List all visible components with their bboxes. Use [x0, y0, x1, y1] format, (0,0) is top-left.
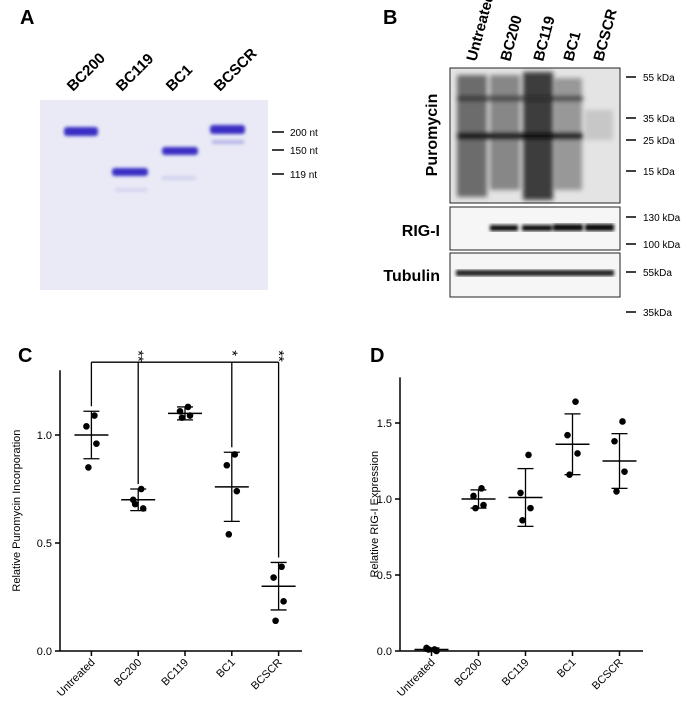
x-tick-label: BCSCR — [249, 657, 285, 693]
marker-label: 55kDa — [643, 268, 672, 279]
panel-letter: D — [370, 345, 384, 367]
panel-letter: B — [383, 7, 397, 29]
lane-label: BC200 — [64, 50, 109, 95]
marker-label: 25 kDa — [643, 136, 675, 147]
y-tick-label: 1.0 — [377, 494, 392, 506]
panel-letter: A — [20, 7, 34, 29]
data-point — [137, 485, 145, 493]
data-point — [611, 437, 618, 445]
marker-label: 35 kDa — [643, 114, 675, 125]
data-point — [270, 574, 277, 581]
significance-label: ** — [270, 350, 287, 362]
lane-label: BC1 — [560, 30, 584, 63]
blot-signal — [457, 72, 613, 200]
marker-label: 150 nt — [290, 146, 318, 157]
marker-label: 200 nt — [290, 128, 318, 139]
data-point — [478, 485, 485, 492]
data-point — [613, 488, 620, 495]
marker-label: 35kDa — [643, 308, 672, 319]
y-tick-label: 0.0 — [377, 646, 392, 658]
data-point — [519, 516, 526, 524]
x-tick-label: BCSCR — [590, 657, 626, 693]
data-point — [178, 414, 186, 422]
y-axis-label: Relative Puromycin Incorporation — [11, 430, 23, 592]
x-tick-label: BC119 — [159, 657, 191, 689]
data-point — [527, 504, 534, 512]
lane-label: BC119 — [530, 14, 558, 63]
blot-signal — [456, 270, 614, 276]
lane-label: Untreated — [463, 0, 498, 63]
data-point — [272, 617, 279, 625]
panel-letter: C — [18, 345, 32, 367]
blot-label: Puromycin — [424, 94, 441, 177]
data-point — [184, 403, 192, 411]
data-point — [566, 471, 573, 478]
data-point — [278, 563, 285, 571]
lane-label: BC119 — [113, 50, 157, 94]
data-point — [433, 647, 440, 655]
data-point — [231, 451, 239, 458]
data-point — [525, 451, 532, 459]
x-tick-label: BC119 — [500, 657, 532, 689]
data-point — [621, 468, 628, 475]
data-point — [131, 500, 139, 508]
data-point — [225, 531, 233, 538]
data-point — [139, 505, 147, 512]
marker-label: 119 nt — [290, 170, 317, 181]
data-point — [186, 412, 194, 419]
significance-label: ** — [130, 350, 147, 362]
x-tick-label: Untreated — [395, 657, 438, 700]
data-point — [425, 646, 432, 653]
data-point — [572, 398, 579, 406]
significance-label: * — [223, 350, 240, 356]
lane-label: BC1 — [163, 62, 196, 95]
data-point — [564, 431, 571, 439]
lane-label: BCSCR — [590, 7, 620, 63]
marker-label: 55 kDa — [643, 73, 675, 84]
data-point — [93, 440, 100, 447]
y-tick-label: 0.5 — [377, 570, 392, 582]
marker-label: 15 kDa — [643, 167, 675, 178]
y-axis-label: Relative RIG-I Expression — [369, 451, 381, 578]
x-tick-label: Untreated — [55, 657, 98, 700]
data-point — [472, 504, 479, 512]
y-tick-label: 0.5 — [37, 538, 52, 550]
x-tick-label: BC1 — [214, 657, 238, 681]
blot-label: RIG-I — [402, 223, 440, 240]
data-point — [223, 461, 231, 469]
y-tick-label: 1.5 — [377, 418, 392, 430]
blot-signal — [490, 224, 614, 231]
data-point — [517, 489, 524, 497]
x-tick-label: BC200 — [112, 657, 144, 689]
gel-bands — [64, 125, 245, 192]
data-point — [176, 407, 184, 415]
data-point — [83, 423, 90, 430]
data-point — [470, 492, 477, 500]
data-point — [280, 598, 287, 605]
data-point — [619, 418, 626, 425]
data-point — [574, 450, 581, 457]
marker-label: 130 kDa — [643, 213, 681, 224]
x-tick-label: BC200 — [452, 657, 484, 689]
blot-label: Tubulin — [383, 268, 440, 285]
data-point — [480, 501, 487, 509]
lane-label: BCSCR — [211, 45, 261, 95]
marker-label: 100 kDa — [643, 240, 681, 251]
y-tick-label: 0.0 — [37, 646, 52, 658]
y-tick-label: 1.0 — [37, 430, 52, 442]
data-point — [91, 412, 98, 419]
lane-label: BC200 — [497, 14, 526, 64]
x-tick-label: BC1 — [555, 657, 579, 681]
data-point — [85, 464, 92, 471]
data-point — [233, 487, 241, 495]
